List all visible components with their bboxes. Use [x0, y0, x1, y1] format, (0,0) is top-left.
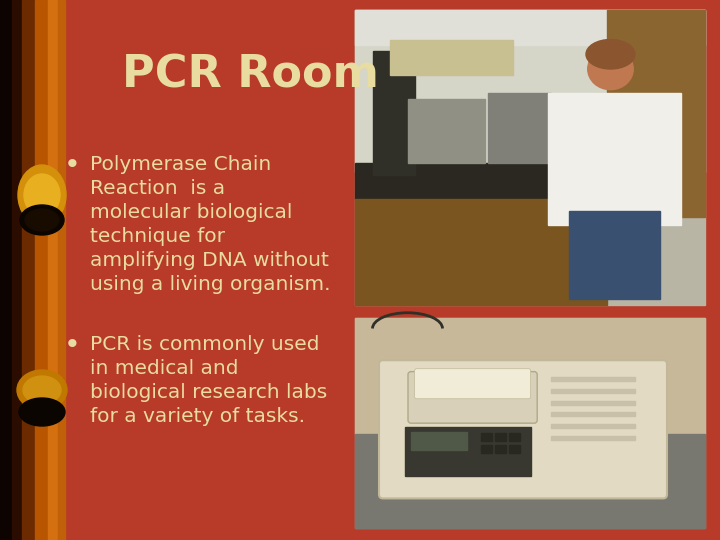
Text: in medical and: in medical and [90, 359, 238, 378]
Bar [551, 413, 635, 416]
Bar [488, 92, 551, 164]
Bar [405, 427, 531, 476]
Bar [372, 51, 415, 175]
Ellipse shape [17, 370, 67, 410]
Bar [495, 445, 506, 453]
Bar [607, 10, 705, 217]
Bar [569, 211, 660, 299]
Text: Polymerase Chain: Polymerase Chain [90, 155, 271, 174]
Bar [551, 401, 635, 404]
Bar [355, 164, 607, 199]
Text: amplifying DNA without: amplifying DNA without [90, 251, 329, 270]
Bar [481, 433, 492, 441]
Bar [551, 436, 635, 440]
Text: •: • [63, 331, 81, 359]
Text: molecular biological: molecular biological [90, 203, 292, 222]
Bar [35, 0, 48, 540]
Bar [411, 432, 467, 450]
Text: PCR is commonly used: PCR is commonly used [90, 335, 320, 354]
Text: PCR Room: PCR Room [122, 53, 379, 97]
Bar [355, 434, 705, 528]
FancyBboxPatch shape [415, 369, 531, 399]
Text: •: • [63, 151, 81, 179]
Ellipse shape [18, 165, 66, 225]
Bar [495, 433, 506, 441]
Bar [481, 445, 492, 453]
Text: biological research labs: biological research labs [90, 383, 328, 402]
Bar [509, 445, 521, 453]
Ellipse shape [23, 376, 61, 404]
Bar [355, 318, 705, 434]
Bar [355, 10, 705, 45]
Bar [551, 389, 635, 393]
Ellipse shape [588, 49, 634, 90]
Bar [355, 318, 705, 528]
Bar [509, 433, 521, 441]
Text: for a variety of tasks.: for a variety of tasks. [90, 407, 305, 426]
Text: Reaction  is a: Reaction is a [90, 179, 225, 198]
Ellipse shape [20, 205, 64, 235]
Bar [551, 377, 635, 381]
Bar [355, 199, 607, 305]
Bar [355, 10, 705, 172]
Bar [0, 0, 12, 540]
Bar [408, 98, 485, 164]
Ellipse shape [24, 174, 60, 216]
Bar [551, 424, 635, 428]
Bar [48, 0, 58, 540]
FancyBboxPatch shape [408, 372, 537, 423]
Text: technique for: technique for [90, 227, 225, 246]
Ellipse shape [586, 39, 635, 69]
Bar [355, 10, 705, 305]
Ellipse shape [19, 398, 65, 426]
FancyBboxPatch shape [379, 360, 667, 498]
Bar [58, 0, 65, 540]
Ellipse shape [25, 209, 59, 231]
Bar [22, 0, 35, 540]
Bar [12, 0, 22, 540]
Bar [390, 39, 513, 75]
Text: using a living organism.: using a living organism. [90, 275, 330, 294]
Bar [547, 92, 680, 225]
